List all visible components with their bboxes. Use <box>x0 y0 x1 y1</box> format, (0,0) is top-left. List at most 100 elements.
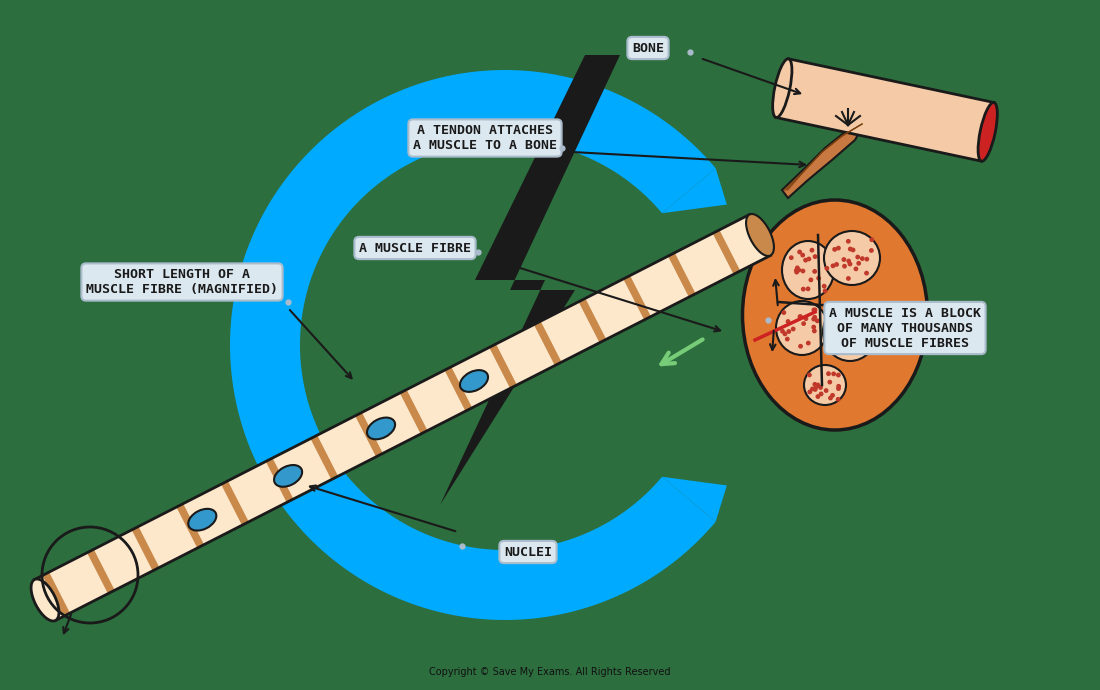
Text: A TENDON ATTACHES
A MUSCLE TO A BONE: A TENDON ATTACHES A MUSCLE TO A BONE <box>412 124 557 152</box>
Circle shape <box>802 322 805 325</box>
Polygon shape <box>579 298 606 343</box>
Ellipse shape <box>772 59 792 117</box>
Circle shape <box>835 263 838 266</box>
Circle shape <box>868 340 871 344</box>
Circle shape <box>814 388 817 391</box>
Circle shape <box>833 248 836 251</box>
Circle shape <box>847 239 850 243</box>
Text: SHORT LENGTH OF A
MUSCLE FIBRE (MAGNIFIED): SHORT LENGTH OF A MUSCLE FIBRE (MAGNIFIE… <box>86 268 278 296</box>
Polygon shape <box>176 504 205 548</box>
Circle shape <box>834 337 837 341</box>
Circle shape <box>837 384 840 388</box>
Circle shape <box>865 344 869 347</box>
Circle shape <box>860 257 864 260</box>
Circle shape <box>861 351 865 354</box>
Polygon shape <box>199 492 227 537</box>
Polygon shape <box>154 515 182 560</box>
Circle shape <box>806 342 810 345</box>
Circle shape <box>847 259 850 263</box>
Circle shape <box>813 308 816 312</box>
Circle shape <box>823 284 826 288</box>
Polygon shape <box>713 230 740 275</box>
Ellipse shape <box>804 365 846 405</box>
Polygon shape <box>288 446 316 491</box>
Circle shape <box>810 278 813 282</box>
Circle shape <box>857 333 860 337</box>
Circle shape <box>815 319 820 322</box>
Circle shape <box>828 337 832 339</box>
Polygon shape <box>444 367 472 411</box>
Polygon shape <box>266 458 294 502</box>
Text: A MUSCLE IS A BLOCK
OF MANY THOUSANDS
OF MUSCLE FIBRES: A MUSCLE IS A BLOCK OF MANY THOUSANDS OF… <box>829 306 981 350</box>
Polygon shape <box>109 538 138 582</box>
Polygon shape <box>355 413 383 457</box>
Circle shape <box>813 383 816 386</box>
Polygon shape <box>668 253 695 297</box>
Circle shape <box>816 383 820 386</box>
Circle shape <box>870 238 873 242</box>
Circle shape <box>847 277 850 280</box>
Circle shape <box>828 380 832 384</box>
Polygon shape <box>557 310 584 354</box>
Circle shape <box>801 253 804 257</box>
Circle shape <box>798 268 801 272</box>
Polygon shape <box>399 390 428 434</box>
Circle shape <box>827 372 830 375</box>
Circle shape <box>835 314 838 317</box>
Polygon shape <box>422 378 450 422</box>
Circle shape <box>820 392 823 395</box>
Circle shape <box>864 351 867 354</box>
Circle shape <box>849 317 852 321</box>
Circle shape <box>824 389 828 392</box>
Circle shape <box>799 315 802 318</box>
Polygon shape <box>42 572 70 616</box>
Circle shape <box>848 247 852 250</box>
Circle shape <box>857 262 860 265</box>
Circle shape <box>830 393 834 397</box>
Text: Copyright © Save My Exams. All Rights Reserved: Copyright © Save My Exams. All Rights Re… <box>429 667 671 677</box>
Circle shape <box>837 246 840 250</box>
Circle shape <box>813 315 816 319</box>
Circle shape <box>837 373 840 377</box>
Circle shape <box>835 318 838 322</box>
Circle shape <box>832 372 835 375</box>
Polygon shape <box>601 287 628 331</box>
Polygon shape <box>646 264 673 308</box>
Text: NUCLEI: NUCLEI <box>504 546 552 558</box>
Circle shape <box>851 248 855 252</box>
Circle shape <box>802 288 805 290</box>
Circle shape <box>807 373 811 377</box>
Polygon shape <box>735 219 762 263</box>
Polygon shape <box>512 333 539 377</box>
Circle shape <box>830 346 834 349</box>
Text: A MUSCLE FIBRE: A MUSCLE FIBRE <box>359 241 471 255</box>
Polygon shape <box>65 561 92 605</box>
Ellipse shape <box>188 509 217 531</box>
Circle shape <box>855 317 858 320</box>
Polygon shape <box>132 526 160 571</box>
Circle shape <box>812 317 815 321</box>
Circle shape <box>795 266 799 270</box>
Polygon shape <box>440 55 620 505</box>
Polygon shape <box>662 477 727 522</box>
Circle shape <box>813 255 817 258</box>
Circle shape <box>823 289 827 293</box>
Circle shape <box>843 264 846 268</box>
Circle shape <box>836 397 839 401</box>
Ellipse shape <box>823 303 877 361</box>
Ellipse shape <box>460 370 488 392</box>
Polygon shape <box>310 435 338 480</box>
Ellipse shape <box>742 200 927 430</box>
Circle shape <box>801 269 805 273</box>
Circle shape <box>856 255 859 259</box>
Circle shape <box>846 321 849 324</box>
Circle shape <box>811 387 814 391</box>
Circle shape <box>850 345 854 348</box>
Circle shape <box>865 257 869 261</box>
Circle shape <box>837 387 840 391</box>
Circle shape <box>781 330 784 333</box>
Circle shape <box>855 267 858 270</box>
Polygon shape <box>691 241 718 286</box>
Text: BONE: BONE <box>632 41 664 55</box>
Ellipse shape <box>824 231 880 285</box>
